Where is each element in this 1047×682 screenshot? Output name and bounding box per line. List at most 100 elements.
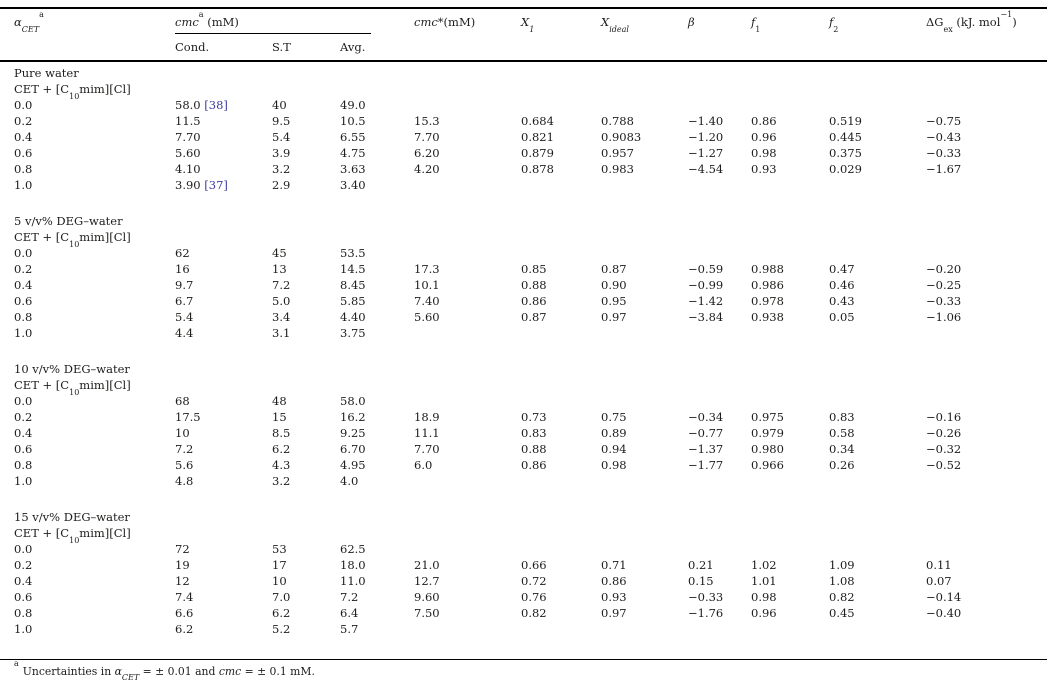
cell-cmc-cond: 62	[175, 246, 190, 260]
cell-beta: −1.40	[688, 114, 724, 128]
cell-x-ideal: 0.98	[601, 458, 627, 472]
cell-x1: 0.821	[521, 130, 554, 144]
cell-alpha-cet: 0.2	[14, 262, 33, 276]
header-x1: X1	[507, 8, 587, 61]
citation-link[interactable]: [38]	[204, 98, 228, 112]
cell-cmc-avg: 5.85	[340, 294, 366, 308]
cell-x1: 0.878	[521, 162, 554, 176]
header-beta: β	[674, 8, 737, 61]
cell-cmc-st: 5.4	[272, 130, 291, 144]
cell-beta: −0.77	[688, 426, 724, 440]
cmc-footnote-marker: a	[198, 10, 204, 20]
cell-x1: 0.73	[521, 410, 547, 424]
cell-dg-ex	[912, 541, 1047, 557]
cell-cmc-star: 18.9	[414, 410, 440, 424]
section-subtitle-row: CET + [C10mim][Cl]	[0, 525, 1047, 544]
cell-dg-ex: 0.07	[926, 574, 952, 588]
cell-beta: 0.21	[688, 558, 714, 572]
cell-cmc-avg: 3.40	[340, 178, 366, 192]
cell-cmc-avg: 18.0	[340, 558, 366, 572]
cell-cmc-cond: 16	[175, 262, 190, 276]
cell-x1: 0.72	[521, 574, 547, 588]
cell-cmc-avg: 4.75	[340, 146, 366, 160]
cell-dg-ex: −0.32	[926, 442, 962, 456]
cell-cmc-star: 10.1	[414, 278, 440, 292]
cell-f2: 0.82	[829, 590, 855, 604]
cell-f1: 0.98	[751, 590, 777, 604]
cell-f1: 0.938	[751, 310, 784, 324]
cell-dg-ex: −0.25	[926, 278, 962, 292]
cell-beta: 0.15	[688, 574, 714, 588]
cell-dg-ex: −1.67	[926, 162, 962, 176]
dg-symbol: ΔG	[926, 15, 944, 29]
section-title: 10 v/v% DEG–water	[14, 362, 130, 376]
section-spacer-cell	[0, 341, 1047, 358]
cell-x-ideal: 0.86	[601, 574, 627, 588]
cell-cmc-avg: 4.40	[340, 310, 366, 324]
cell-beta: −1.76	[688, 606, 724, 620]
cell-f2: 0.26	[829, 458, 855, 472]
cell-cmc-star: 7.40	[414, 294, 440, 308]
cell-cmc-cond: 17.5	[175, 410, 201, 424]
cell-beta: −1.77	[688, 458, 724, 472]
cell-f2: 0.83	[829, 410, 855, 424]
cell-cmc-st: 5.2	[272, 622, 291, 636]
cell-cmc-star: 6.0	[414, 458, 433, 472]
cell-x-ideal	[587, 393, 674, 409]
cell-cmc-st: 2.9	[272, 178, 291, 192]
cell-alpha-cet: 1.0	[14, 474, 33, 488]
cell-beta	[674, 473, 737, 489]
cell-cmc-st: 4.3	[272, 458, 291, 472]
cell-f1	[737, 473, 815, 489]
cell-x-ideal: 0.94	[601, 442, 627, 456]
section-spacer	[0, 193, 1047, 210]
cell-f1	[737, 621, 815, 637]
cell-cmc-star: 9.60	[414, 590, 440, 604]
cmc-unit: (mM)	[203, 15, 239, 29]
cell-cmc-st: 8.5	[272, 426, 291, 440]
cell-x-ideal: 0.983	[601, 162, 634, 176]
cell-alpha-cet: 0.2	[14, 558, 33, 572]
cell-alpha-cet: 0.6	[14, 294, 33, 308]
cell-dg-ex: −0.75	[926, 114, 962, 128]
cell-f1: 0.979	[751, 426, 784, 440]
header-avg: Avg.	[340, 40, 366, 54]
section-spacer	[0, 341, 1047, 358]
cell-f1	[737, 325, 815, 341]
cell-x1: 0.82	[521, 606, 547, 620]
section-subtitle-row: CET + [C10mim][Cl]	[0, 81, 1047, 100]
section-title: Pure water	[14, 66, 79, 80]
alpha-footnote-marker: a	[39, 10, 44, 20]
cell-cmc-st: 5.0	[272, 294, 291, 308]
cell-x1	[507, 245, 587, 261]
cell-dg-ex: −0.16	[926, 410, 962, 424]
cell-f1: 1.01	[751, 574, 777, 588]
citation-link[interactable]: [37]	[204, 178, 228, 192]
cell-f1	[737, 393, 815, 409]
table-row: 0.0 58.0 [38] 40 49.0	[0, 97, 1047, 113]
dg-exponent: −1	[1000, 10, 1013, 20]
cell-f1: 0.98	[751, 146, 777, 160]
table-row: 0.4 7.70 5.4 6.55 7.70 0.821 0.9083 −1.20 0.96 0.…	[0, 129, 1047, 145]
section-spacer-cell	[0, 193, 1047, 210]
cell-alpha-cet: 1.0	[14, 178, 33, 192]
cell-x-ideal	[587, 245, 674, 261]
section-subtitle: CET + [C10mim][Cl]	[14, 378, 131, 397]
cell-x-ideal: 0.957	[601, 146, 634, 160]
section-title-row: 10 v/v% DEG–water	[0, 358, 1047, 377]
cell-cmc-cond: 11.5	[175, 114, 201, 128]
x-ideal-symbol: X	[601, 15, 610, 29]
cell-x-ideal: 0.95	[601, 294, 627, 308]
x1-subscript: 1	[529, 24, 535, 34]
cell-cmc-st: 7.2	[272, 278, 291, 292]
cell-dg-ex	[912, 393, 1047, 409]
cell-cmc-star	[400, 325, 507, 341]
cell-cmc-cond: 12	[175, 574, 190, 588]
dg-subscript: ex	[943, 24, 953, 34]
cell-cmc-avg: 5.7	[340, 622, 359, 636]
cell-cmc-star	[400, 177, 507, 193]
table-row: 0.0 62 45 53.5	[0, 245, 1047, 261]
cell-cmc-avg: 4.95	[340, 458, 366, 472]
cell-dg-ex	[912, 97, 1047, 113]
section-title-row: Pure water	[0, 61, 1047, 81]
